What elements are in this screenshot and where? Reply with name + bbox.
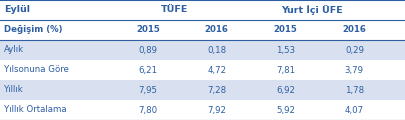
Text: 7,95: 7,95 [139, 85, 157, 95]
Text: Aylık: Aylık [4, 45, 24, 54]
Text: 2015: 2015 [274, 25, 297, 34]
Text: 2015: 2015 [136, 25, 160, 34]
Text: 6,92: 6,92 [276, 85, 295, 95]
Text: Değişim (%): Değişim (%) [4, 25, 62, 34]
Text: Yıllık: Yıllık [4, 85, 24, 95]
Text: 4,07: 4,07 [345, 105, 364, 114]
Text: 2016: 2016 [205, 25, 228, 34]
Text: Yurt İçi ÜFE: Yurt İçi ÜFE [281, 5, 343, 15]
Text: 7,28: 7,28 [207, 85, 226, 95]
Text: 1,78: 1,78 [345, 85, 364, 95]
Text: 1,53: 1,53 [276, 45, 295, 54]
Text: 0,18: 0,18 [207, 45, 226, 54]
Text: 3,79: 3,79 [345, 66, 364, 75]
Text: Yıllık Ortalama: Yıllık Ortalama [4, 105, 67, 114]
Text: 7,81: 7,81 [276, 66, 295, 75]
Bar [0, 100, 405, 120]
Bar [0, 60, 405, 80]
Text: 0,89: 0,89 [139, 45, 157, 54]
Text: TÜFE: TÜFE [160, 6, 188, 15]
Bar [0, 80, 405, 100]
Text: Yılsonuna Göre: Yılsonuna Göre [4, 66, 69, 75]
Bar [0, 40, 405, 60]
Text: 7,92: 7,92 [207, 105, 226, 114]
Text: 0,29: 0,29 [345, 45, 364, 54]
Text: 4,72: 4,72 [207, 66, 226, 75]
Text: 2016: 2016 [343, 25, 366, 34]
Text: 7,80: 7,80 [138, 105, 158, 114]
Text: Eylül: Eylül [4, 6, 30, 15]
Text: 5,92: 5,92 [276, 105, 295, 114]
Text: 6,21: 6,21 [138, 66, 158, 75]
